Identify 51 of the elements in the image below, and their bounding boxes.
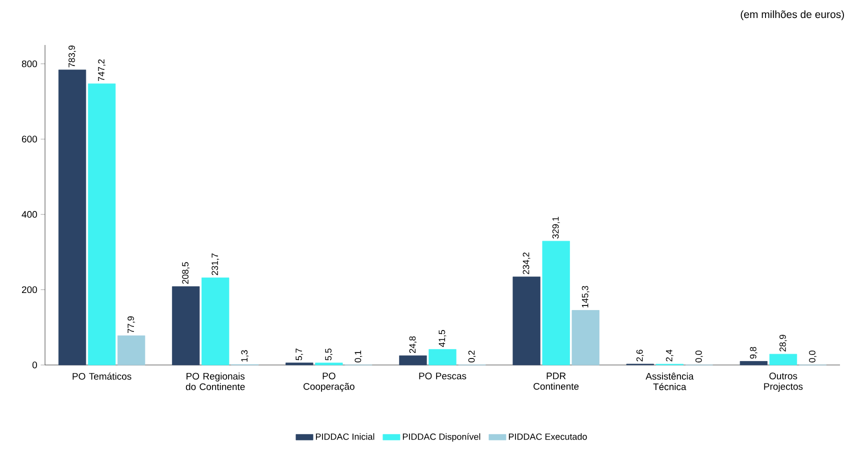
y-tick-label: 400 xyxy=(22,211,37,218)
bar xyxy=(572,310,600,366)
bar xyxy=(172,286,200,366)
data-label: 0,0 xyxy=(809,350,816,362)
x-tick-label: Outros Projectos xyxy=(764,372,803,392)
legend-label: PIDDAC Inicial xyxy=(316,433,374,440)
y-tick-label: 200 xyxy=(22,286,37,294)
data-label: 747,2 xyxy=(98,59,106,82)
bar xyxy=(769,354,798,366)
x-tick-label: PO Pescas xyxy=(419,372,466,380)
x-tick-label: PO Temáticos xyxy=(72,372,132,380)
x-tick-label: PO Regionais do Continente xyxy=(186,372,245,390)
x-tick-label: PDR Continente xyxy=(534,372,579,390)
data-label: 77,9 xyxy=(128,316,136,334)
y-tick-label: 600 xyxy=(22,136,37,142)
bar xyxy=(512,276,540,366)
data-label: 28,9 xyxy=(779,334,787,352)
bar xyxy=(740,361,768,366)
y-tick-label: 0 xyxy=(32,362,37,368)
data-label: 24,8 xyxy=(409,336,417,353)
bar xyxy=(88,83,116,366)
data-label: 234,2 xyxy=(522,252,530,274)
bar xyxy=(428,349,456,366)
data-label: 5,7 xyxy=(296,348,304,360)
text: (em milhões de euros) xyxy=(740,10,844,20)
data-label: 0,2 xyxy=(468,350,476,362)
data-label: 5,5 xyxy=(325,348,333,360)
bar xyxy=(399,355,427,366)
data-label: 9,8 xyxy=(750,346,758,359)
y-tick-label: 800 xyxy=(22,60,37,68)
data-label: 231,7 xyxy=(212,254,220,276)
bar xyxy=(286,362,314,366)
bar xyxy=(315,362,343,366)
bar xyxy=(542,240,570,366)
data-label: 145,3 xyxy=(582,286,590,308)
legend-label: PIDDAC Executado xyxy=(508,433,587,440)
legend-label: PIDDAC Disponível xyxy=(402,433,480,442)
data-label: 783,9 xyxy=(68,46,76,68)
bar xyxy=(202,278,230,366)
x-tick-label: Assistência Técnica xyxy=(646,372,694,390)
data-label: 208,5 xyxy=(182,262,190,284)
data-label: 0,0 xyxy=(695,350,703,362)
bar xyxy=(117,335,146,366)
data-label: 41,5 xyxy=(438,330,446,347)
data-label: 1,3 xyxy=(241,350,249,362)
data-label: 329,1 xyxy=(552,216,560,239)
data-label: 0,1 xyxy=(354,350,362,362)
x-tick-label: PO Cooperação xyxy=(304,372,354,392)
bar xyxy=(58,70,86,366)
data-label: 2,4 xyxy=(666,350,674,362)
data-label: 2,6 xyxy=(636,350,644,362)
